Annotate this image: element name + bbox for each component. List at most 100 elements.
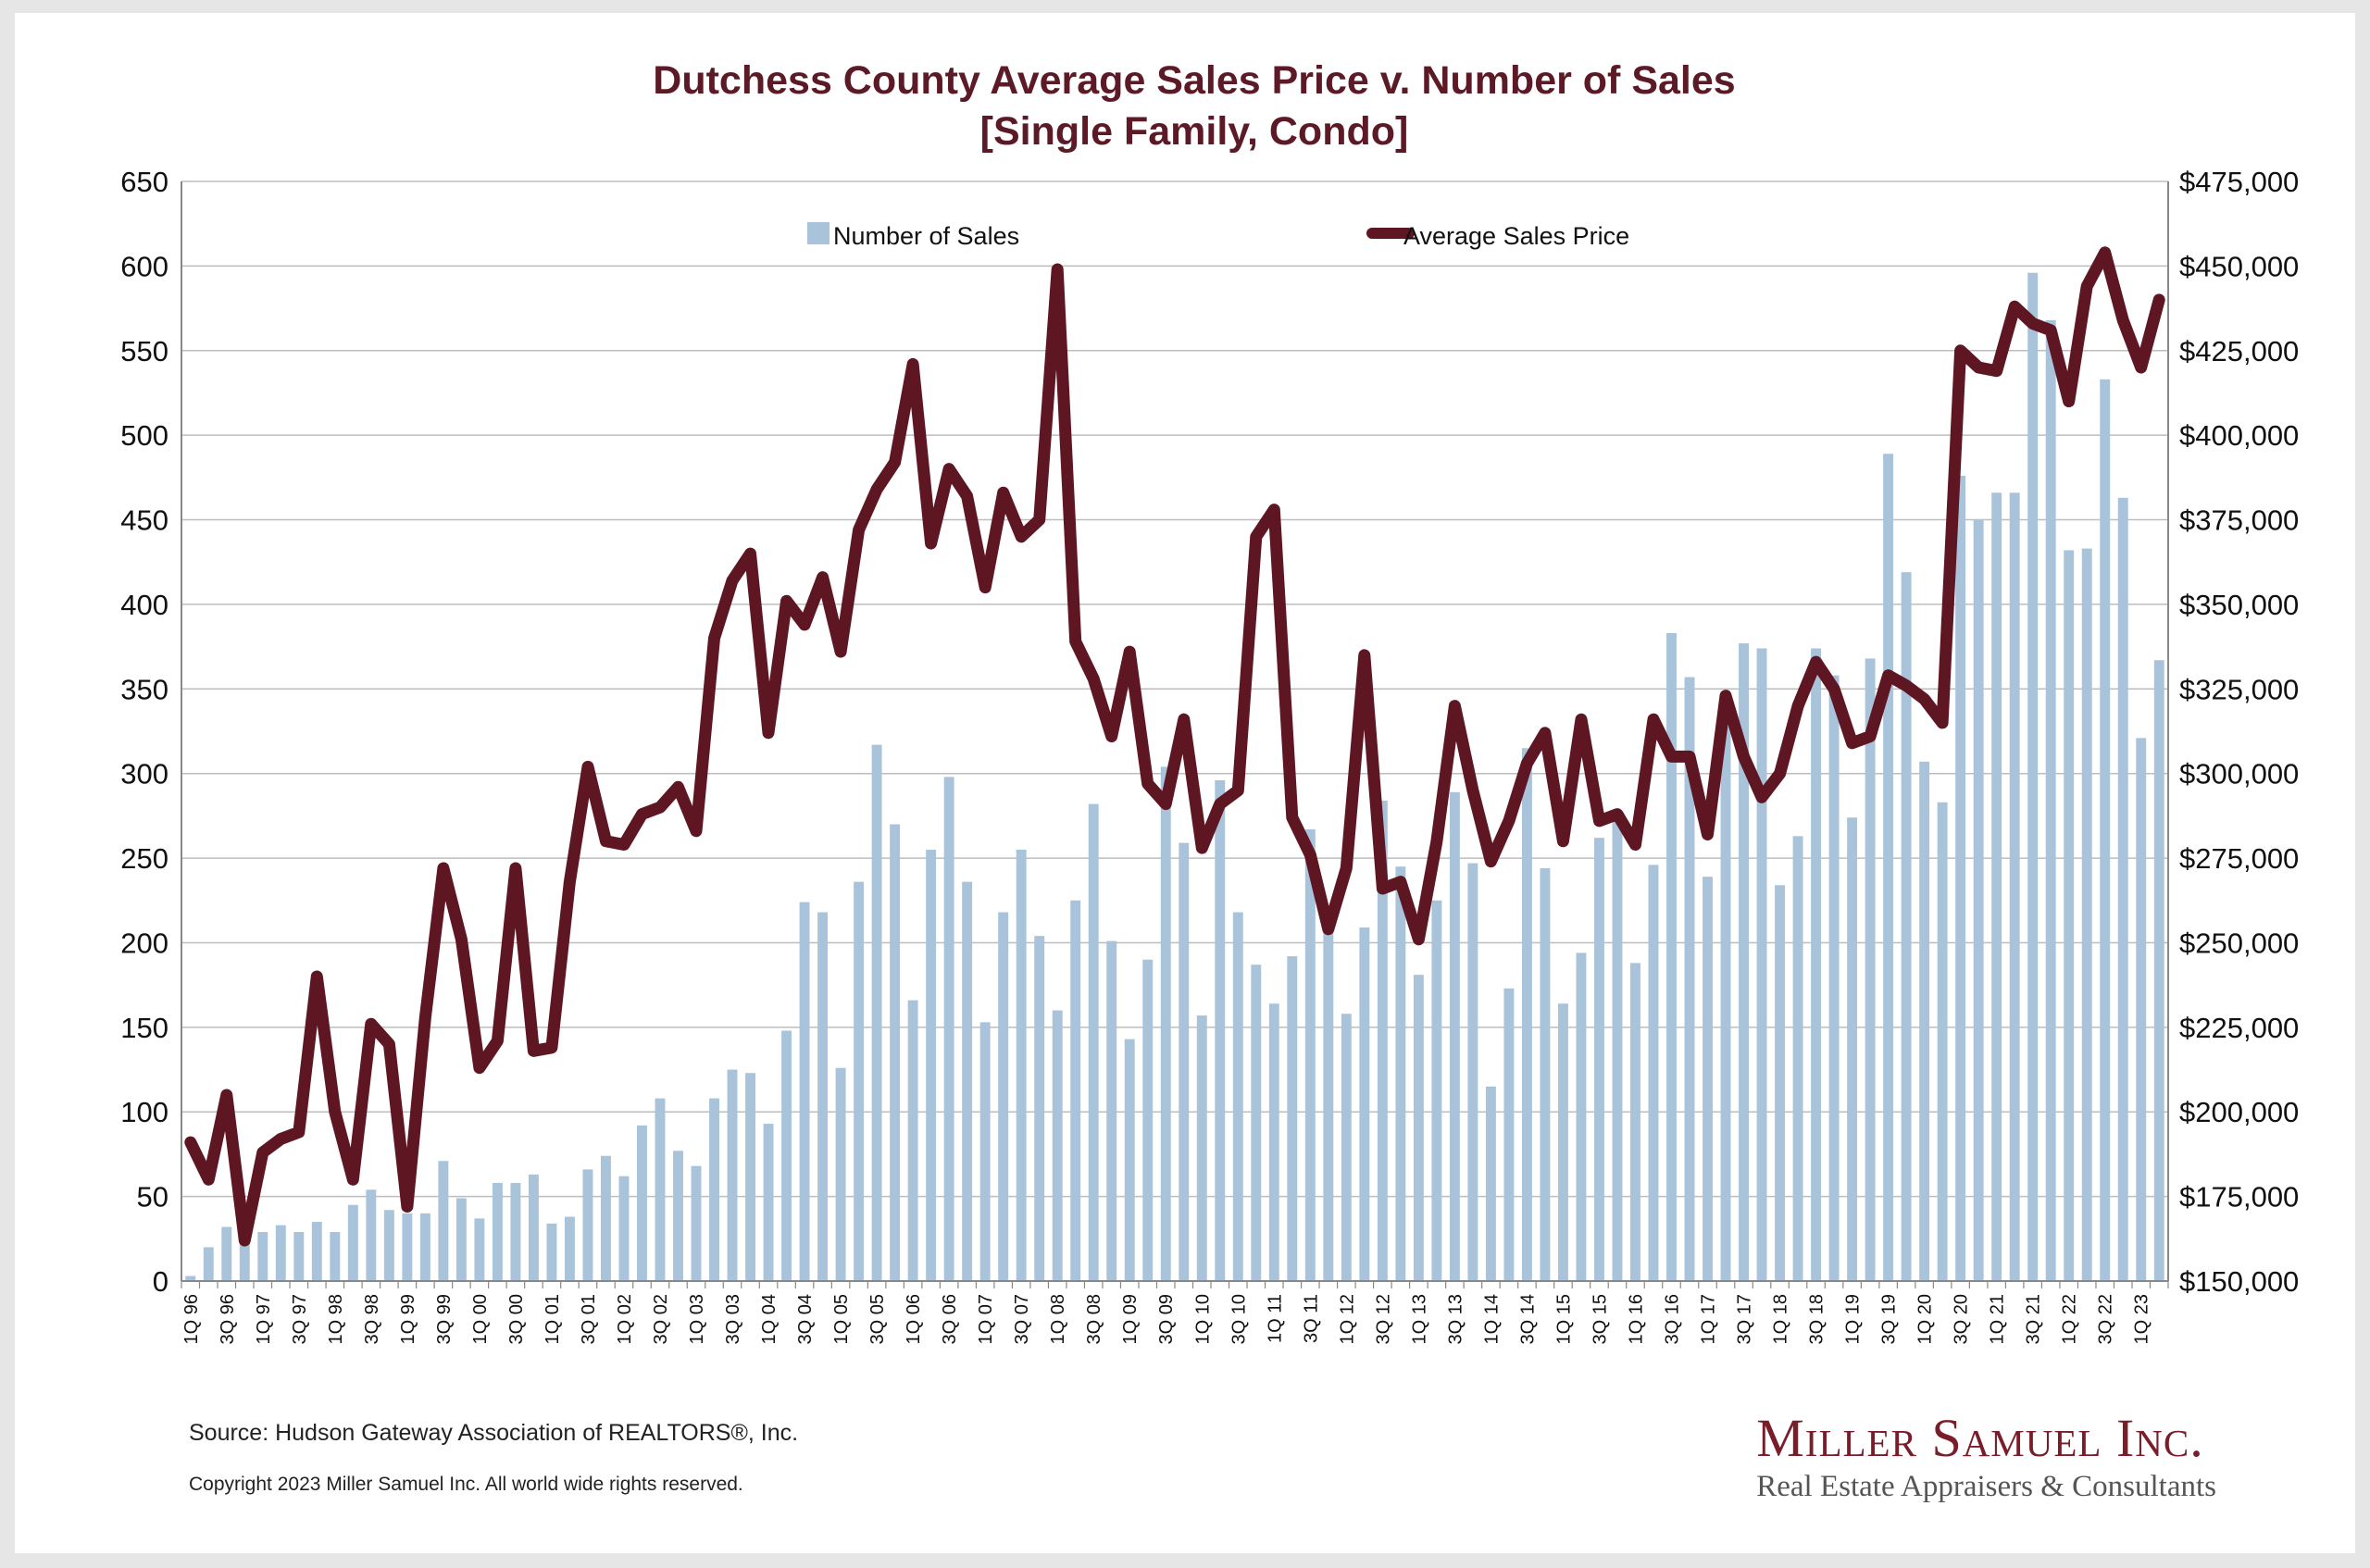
bar-number-of-sales — [1124, 1039, 1135, 1281]
x-tick-label: 3Q 10 — [1229, 1294, 1249, 1344]
copyright-note: Copyright 2023 Miller Samuel Inc. All wo… — [189, 1474, 743, 1495]
bar-number-of-sales — [185, 1276, 196, 1281]
bar-number-of-sales — [1215, 780, 1226, 1281]
bar-number-of-sales — [1865, 658, 1876, 1281]
legend-label-number-of-sales: Number of Sales — [833, 222, 1019, 250]
x-tick-label: 1Q 99 — [398, 1294, 418, 1344]
x-tick-label: 3Q 22 — [2096, 1294, 2116, 1344]
bar-number-of-sales — [311, 1222, 322, 1281]
bar-number-of-sales — [1720, 726, 1731, 1281]
bar-number-of-sales — [1630, 963, 1640, 1281]
bar-number-of-sales — [1142, 959, 1154, 1281]
x-tick-label: 1Q 00 — [470, 1294, 491, 1344]
x-tick-label: 1Q 07 — [976, 1294, 996, 1344]
bar-number-of-sales — [1377, 800, 1388, 1281]
legend-label-average-sales-price: Average Sales Price — [1403, 222, 1629, 250]
x-tick-label: 1Q 09 — [1120, 1294, 1141, 1344]
x-tick-label: 3Q 15 — [1590, 1294, 1610, 1344]
bar-number-of-sales — [293, 1231, 305, 1281]
axes — [181, 181, 2169, 1288]
bar-number-of-sales — [455, 1198, 467, 1281]
bar-number-of-sales — [257, 1231, 268, 1281]
y-tick-right: $350,000 — [2179, 589, 2299, 621]
bar-number-of-sales — [203, 1247, 214, 1281]
x-tick-label: 3Q 18 — [1807, 1294, 1827, 1344]
bar-number-of-sales — [727, 1069, 738, 1281]
bar-number-of-sales — [763, 1124, 774, 1281]
bar-number-of-sales — [943, 777, 954, 1281]
bar-number-of-sales — [1521, 748, 1532, 1281]
x-tick-label: 3Q 20 — [1952, 1294, 1972, 1344]
y-tick-right: $375,000 — [2179, 504, 2299, 537]
x-tick-label: 1Q 97 — [254, 1294, 274, 1344]
x-tick-label: 3Q 12 — [1373, 1294, 1393, 1344]
brand-name: Miller Samuel Inc. — [1756, 1408, 2204, 1468]
brand-tagline: Real Estate Appraisers & Consultants — [1756, 1469, 2216, 1503]
y-tick-right: $325,000 — [2179, 673, 2299, 705]
bar-number-of-sales — [1919, 761, 1930, 1281]
bar-number-of-sales — [239, 1241, 250, 1281]
bar-number-of-sales — [582, 1169, 593, 1281]
x-tick-label: 3Q 07 — [1012, 1294, 1032, 1344]
x-tick-label: 3Q 98 — [362, 1294, 382, 1344]
y-tick-left: 350 — [120, 673, 168, 705]
bar-number-of-sales — [2117, 497, 2128, 1281]
y-tick-right: $450,000 — [2179, 250, 2299, 282]
x-tick-label: 1Q 12 — [1337, 1294, 1357, 1344]
x-tick-label: 1Q 08 — [1048, 1294, 1068, 1344]
bar-number-of-sales — [1268, 1003, 1279, 1281]
x-tick-label: 3Q 14 — [1517, 1294, 1538, 1344]
bar-number-of-sales — [1359, 927, 1370, 1281]
bar-number-of-sales — [2027, 272, 2039, 1282]
y-tick-left: 400 — [120, 589, 168, 621]
x-tick-label: 1Q 23 — [2132, 1294, 2152, 1344]
bar-number-of-sales — [510, 1182, 521, 1281]
bar-number-of-sales — [2100, 379, 2111, 1282]
gridlines — [181, 180, 2168, 1282]
bar-number-of-sales — [1034, 936, 1045, 1281]
x-tick-label: 1Q 11 — [1265, 1294, 1285, 1343]
x-tick-label: 1Q 04 — [759, 1294, 780, 1344]
bar-number-of-sales — [402, 1213, 413, 1281]
bar-number-of-sales — [1955, 476, 1966, 1281]
x-tick-label: 1Q 21 — [1988, 1294, 2008, 1344]
bar-number-of-sales — [1847, 817, 1858, 1281]
x-tick-label: 3Q 03 — [723, 1294, 743, 1344]
bar-number-of-sales — [871, 744, 882, 1281]
y-tick-left: 450 — [120, 504, 168, 537]
bar-number-of-sales — [907, 1000, 918, 1281]
x-tick-label: 1Q 22 — [2060, 1294, 2080, 1344]
bar-number-of-sales — [799, 902, 810, 1281]
y-axis-right-ticks: $150,000 $175,000 $200,000 $225,000 $250,000… — [2179, 166, 2299, 1298]
bar-number-of-sales — [2153, 660, 2164, 1281]
bar-number-of-sales — [1576, 952, 1587, 1281]
x-tick-label: 3Q 01 — [579, 1294, 599, 1344]
bar-number-of-sales — [1991, 492, 2002, 1281]
bar-number-of-sales — [1594, 838, 1604, 1281]
y-tick-left: 50 — [137, 1181, 168, 1213]
bar-number-of-sales — [926, 849, 937, 1281]
x-tick-label: 3Q 17 — [1735, 1294, 1755, 1344]
x-tick-label: 1Q 98 — [326, 1294, 346, 1344]
chart-card: Dutchess County Average Sales Price v. N… — [15, 13, 2355, 1553]
bar-number-of-sales — [1792, 836, 1803, 1281]
bar-number-of-sales — [1666, 632, 1677, 1281]
bar-number-of-sales — [1179, 842, 1190, 1281]
series-line-average-sales-price — [184, 246, 2165, 1247]
x-tick-label: 1Q 16 — [1626, 1294, 1646, 1344]
x-tick-label: 1Q 96 — [181, 1294, 202, 1344]
x-tick-label: 3Q 97 — [290, 1294, 310, 1344]
chart: Dutchess County Average Sales Price v. N… — [120, 58, 2299, 1344]
bar-number-of-sales — [1341, 1014, 1352, 1281]
bar-number-of-sales — [962, 881, 973, 1281]
y-tick-left: 600 — [120, 250, 168, 282]
bar-number-of-sales — [1395, 866, 1406, 1281]
bar-number-of-sales — [1232, 912, 1243, 1281]
x-tick-label: 1Q 15 — [1553, 1294, 1574, 1344]
bar-number-of-sales — [745, 1073, 755, 1281]
bar-number-of-sales — [1648, 865, 1659, 1281]
bar-number-of-sales — [221, 1226, 232, 1281]
bar-number-of-sales — [1612, 810, 1623, 1281]
bar-number-of-sales — [637, 1125, 647, 1281]
y-tick-right: $300,000 — [2179, 758, 2299, 790]
